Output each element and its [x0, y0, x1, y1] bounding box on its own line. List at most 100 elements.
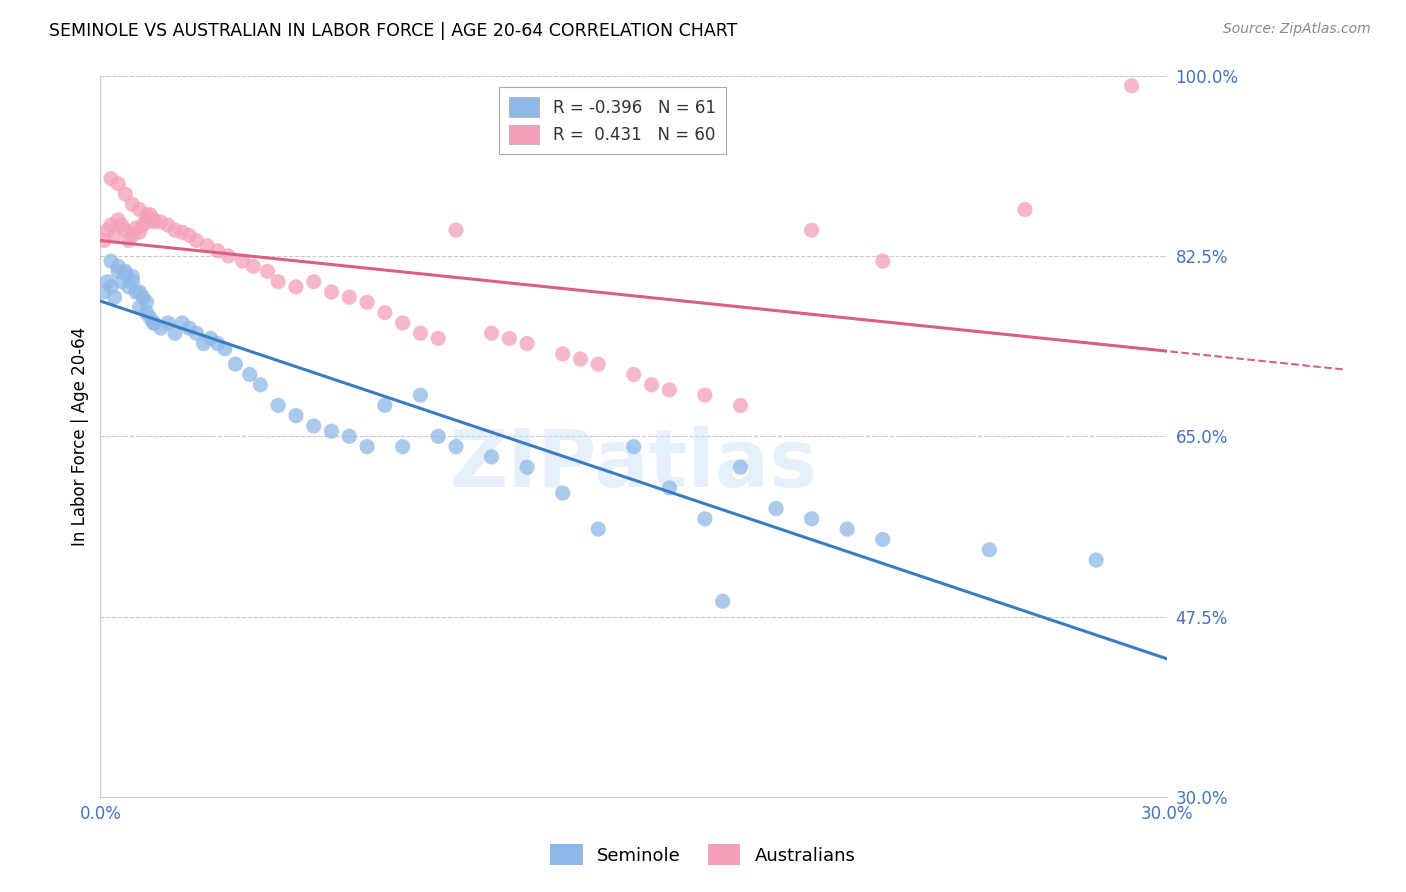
Point — [302, 419, 325, 434]
Point — [121, 269, 143, 284]
Point — [118, 280, 141, 294]
Point — [217, 249, 239, 263]
Point — [979, 542, 1001, 557]
Point — [111, 218, 134, 232]
Point — [107, 259, 129, 273]
Point — [391, 440, 413, 454]
Point — [132, 290, 155, 304]
Point — [256, 264, 278, 278]
Point — [172, 316, 194, 330]
Point — [96, 223, 118, 237]
Point — [195, 238, 218, 252]
Point — [172, 225, 194, 239]
Point — [179, 321, 201, 335]
Point — [163, 223, 186, 237]
Point — [135, 208, 157, 222]
Point — [516, 336, 538, 351]
Point — [481, 450, 503, 464]
Point — [284, 409, 307, 423]
Point — [516, 460, 538, 475]
Text: ZIPatlas: ZIPatlas — [450, 426, 818, 504]
Point — [284, 280, 307, 294]
Point — [872, 254, 894, 268]
Point — [711, 594, 734, 608]
Point — [125, 285, 148, 299]
Point — [207, 336, 229, 351]
Point — [551, 347, 574, 361]
Point — [356, 295, 378, 310]
Point — [100, 254, 122, 268]
Point — [765, 501, 787, 516]
Point — [103, 290, 125, 304]
Point — [142, 212, 165, 227]
Point — [139, 208, 162, 222]
Point — [121, 197, 143, 211]
Point — [200, 331, 222, 345]
Point — [207, 244, 229, 258]
Point — [337, 429, 360, 443]
Point — [693, 512, 716, 526]
Point — [658, 481, 681, 495]
Point — [730, 398, 752, 412]
Point — [100, 280, 122, 294]
Point — [107, 264, 129, 278]
Point — [640, 377, 662, 392]
Point — [118, 234, 141, 248]
Point — [156, 316, 179, 330]
Point — [186, 234, 208, 248]
Point — [391, 316, 413, 330]
Point — [232, 254, 254, 268]
Point — [132, 218, 155, 232]
Point — [135, 295, 157, 310]
Point — [100, 218, 122, 232]
Point — [239, 368, 262, 382]
Point — [267, 275, 290, 289]
Point — [139, 310, 162, 325]
Point — [142, 215, 165, 229]
Point — [135, 212, 157, 227]
Point — [481, 326, 503, 341]
Point — [658, 383, 681, 397]
Point — [128, 301, 150, 315]
Point — [267, 398, 290, 412]
Point — [114, 187, 136, 202]
Point — [179, 228, 201, 243]
Point — [125, 221, 148, 235]
Point — [107, 177, 129, 191]
Point — [121, 228, 143, 243]
Point — [623, 368, 645, 382]
Point — [186, 326, 208, 341]
Point — [1085, 553, 1108, 567]
Point — [302, 275, 325, 289]
Point — [114, 223, 136, 237]
Point — [103, 228, 125, 243]
Point — [623, 440, 645, 454]
Point — [93, 234, 115, 248]
Point — [693, 388, 716, 402]
Point — [872, 533, 894, 547]
Point — [193, 336, 215, 351]
Point — [444, 223, 467, 237]
Point — [409, 388, 432, 402]
Point — [135, 305, 157, 319]
Point — [551, 486, 574, 500]
Point — [800, 512, 823, 526]
Point — [498, 331, 520, 345]
Point — [224, 357, 246, 371]
Point — [444, 440, 467, 454]
Point — [586, 357, 609, 371]
Point — [163, 326, 186, 341]
Text: Source: ZipAtlas.com: Source: ZipAtlas.com — [1223, 22, 1371, 37]
Legend: R = -0.396   N = 61, R =  0.431   N = 60: R = -0.396 N = 61, R = 0.431 N = 60 — [499, 87, 725, 154]
Point — [93, 285, 115, 299]
Point — [214, 342, 236, 356]
Point — [1121, 78, 1143, 93]
Point — [128, 285, 150, 299]
Point — [121, 275, 143, 289]
Point — [142, 316, 165, 330]
Text: SEMINOLE VS AUSTRALIAN IN LABOR FORCE | AGE 20-64 CORRELATION CHART: SEMINOLE VS AUSTRALIAN IN LABOR FORCE | … — [49, 22, 738, 40]
Point — [800, 223, 823, 237]
Point — [374, 398, 396, 412]
Point — [586, 522, 609, 536]
Point — [114, 267, 136, 281]
